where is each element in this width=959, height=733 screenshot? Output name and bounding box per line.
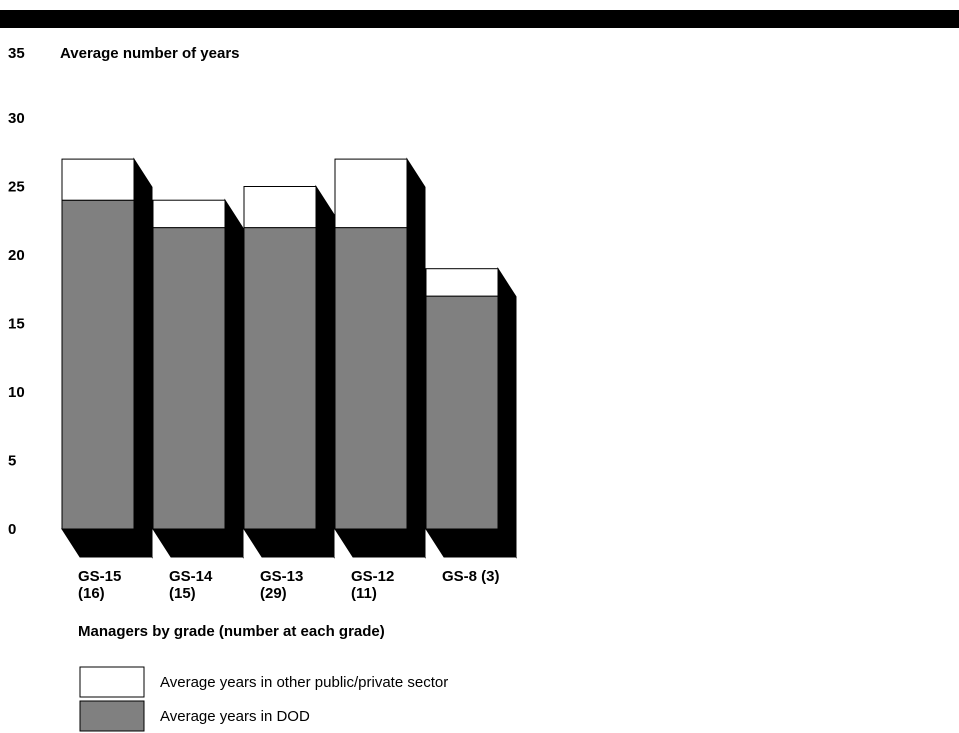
x-axis-title: Managers by grade (number at each grade) xyxy=(78,623,385,640)
y-tick-label: 0 xyxy=(8,521,16,538)
bars-group xyxy=(61,157,517,559)
category-label: GS-8 (3) xyxy=(442,568,500,585)
bar-segment-other-sector xyxy=(425,268,499,297)
legend-label: Average years in other public/private se… xyxy=(160,674,448,691)
category-labels: GS-15 (16) GS-14 (15) GS-13 (29) GS-12 (11) GS-8… xyxy=(78,568,500,602)
category-label: GS-13 (29) xyxy=(260,568,303,602)
category-label: GS-15 (16) xyxy=(78,568,121,602)
bar-segment-other-sector xyxy=(334,158,408,229)
header-bar xyxy=(0,10,959,28)
bar-segment-dod xyxy=(61,199,135,530)
legend-label: Average years in DOD xyxy=(160,708,310,725)
y-tick-label: 10 xyxy=(8,384,25,401)
y-tick-label: 5 xyxy=(8,453,16,470)
y-tick-label: 15 xyxy=(8,316,25,333)
y-axis-ticks: 35 30 25 20 15 10 5 0 xyxy=(8,45,25,538)
y-tick-label: 25 xyxy=(8,179,25,196)
legend: Average years in other public/private se… xyxy=(79,666,448,732)
bar-side-face xyxy=(133,157,153,559)
bar-segment-dod xyxy=(152,227,226,530)
legend-swatch xyxy=(79,666,145,698)
bar-segment-other-sector xyxy=(61,158,135,201)
y-axis-title: Average number of years xyxy=(60,45,240,62)
y-tick-label: 35 xyxy=(8,45,25,62)
bar-side-face xyxy=(224,198,244,559)
bar-segment-other-sector xyxy=(243,186,317,229)
category-label: GS-14 (15) xyxy=(169,568,213,602)
bar-side-face xyxy=(497,266,517,559)
category-label: GS-12 (11) xyxy=(351,568,394,602)
bar-segment-dod xyxy=(334,227,408,530)
bar-side-face xyxy=(406,157,426,559)
y-tick-label: 20 xyxy=(8,247,25,264)
bar-segment-other-sector xyxy=(152,199,226,229)
bar-side-face xyxy=(315,184,335,559)
y-tick-label: 30 xyxy=(8,110,25,127)
bar-segment-dod xyxy=(243,227,317,530)
bar-segment-dod xyxy=(425,295,499,530)
legend-swatch xyxy=(79,700,145,732)
